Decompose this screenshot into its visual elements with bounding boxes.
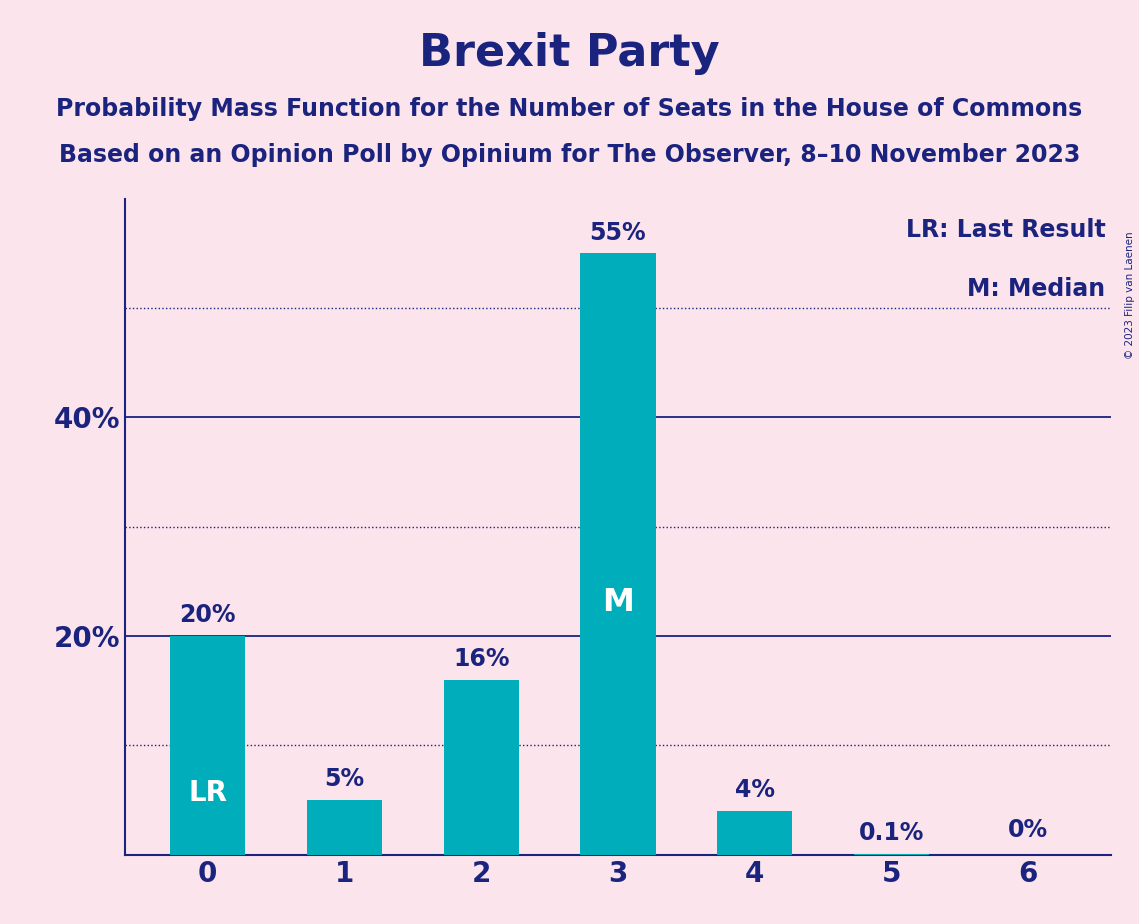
Bar: [170, 636, 245, 855]
Text: Probability Mass Function for the Number of Seats in the House of Commons: Probability Mass Function for the Number…: [56, 97, 1083, 121]
Text: LR: LR: [188, 780, 227, 808]
Text: 55%: 55%: [590, 221, 646, 245]
Text: 4%: 4%: [735, 778, 775, 802]
Bar: [718, 811, 793, 855]
Text: Based on an Opinion Poll by Opinium for The Observer, 8–10 November 2023: Based on an Opinion Poll by Opinium for …: [59, 143, 1080, 167]
Text: M: Median: M: Median: [967, 277, 1106, 301]
Text: Brexit Party: Brexit Party: [419, 32, 720, 76]
Text: 0.1%: 0.1%: [859, 821, 924, 845]
Text: 20%: 20%: [180, 603, 236, 627]
Text: 5%: 5%: [325, 767, 364, 791]
Bar: [443, 680, 518, 855]
Bar: [306, 800, 382, 855]
Bar: [854, 854, 929, 855]
Text: 0%: 0%: [1008, 818, 1048, 842]
Text: 16%: 16%: [453, 647, 509, 671]
Bar: [580, 253, 656, 855]
Text: © 2023 Filip van Laenen: © 2023 Filip van Laenen: [1125, 231, 1134, 359]
Text: LR: Last Result: LR: Last Result: [906, 218, 1106, 242]
Text: M: M: [603, 587, 633, 617]
